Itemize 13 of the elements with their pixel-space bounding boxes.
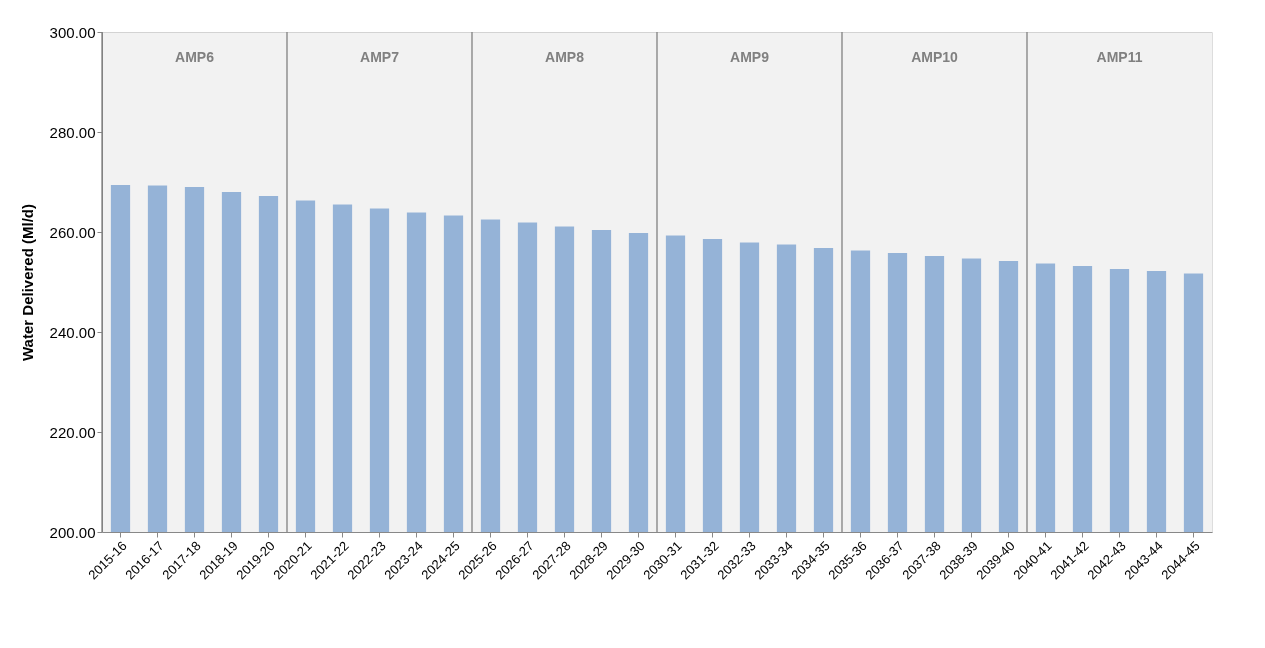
band-label: AMP7 [360,49,400,65]
band-label: AMP11 [1096,49,1143,65]
y-tick-label: 240.00 [49,323,96,341]
band-label: AMP9 [730,49,770,65]
band-label: AMP10 [911,49,959,65]
y-tick-label: 260.00 [49,223,96,241]
y-tick-label: 280.00 [49,123,96,141]
band-label: AMP6 [175,49,215,65]
y-axis-title: Water Delivered (Ml/d) [18,204,36,361]
band-label: AMP8 [545,49,585,65]
y-tick-label: 220.00 [49,423,96,441]
y-tick-label: 300.00 [49,23,96,41]
y-tick-label: 200.00 [49,523,96,541]
